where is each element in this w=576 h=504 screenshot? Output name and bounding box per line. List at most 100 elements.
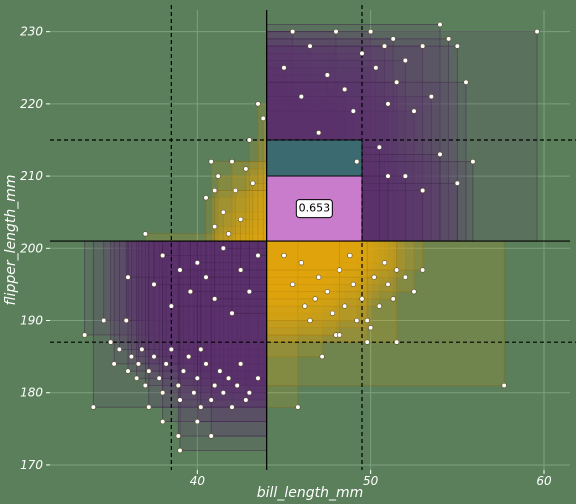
data-point [128, 354, 135, 360]
pair-rect [170, 240, 268, 307]
data-point [146, 404, 152, 410]
data-point [198, 404, 204, 410]
data-point [177, 447, 183, 454]
data-point [212, 382, 218, 389]
data-point [446, 36, 452, 42]
data-point [420, 267, 426, 273]
data-point [373, 65, 379, 71]
data-point [212, 224, 218, 230]
data-point [312, 296, 318, 302]
data-point [255, 252, 261, 259]
data-point [134, 375, 140, 381]
data-point [364, 339, 370, 345]
data-point [402, 274, 408, 280]
pair-rect [136, 240, 268, 379]
data-point [390, 296, 396, 302]
data-point [225, 375, 232, 381]
data-point [428, 94, 434, 100]
y-tick-label: 170 [20, 458, 43, 472]
data-point [381, 43, 388, 49]
data-point [194, 260, 200, 266]
data-point [194, 419, 200, 425]
pair-rect [189, 240, 268, 293]
data-point [324, 72, 330, 78]
pair-rect [118, 240, 268, 350]
data-point [156, 375, 162, 381]
data-point [203, 361, 209, 367]
data-point [220, 209, 226, 215]
data-points [82, 21, 540, 454]
y-tick-label: 220 [20, 97, 43, 111]
data-point [319, 354, 325, 360]
data-point [333, 29, 339, 35]
data-point [116, 346, 122, 353]
center-label-background [295, 199, 333, 219]
y-tick-label: 180 [20, 386, 43, 400]
data-point [229, 404, 235, 410]
data-point [191, 390, 197, 396]
data-point [125, 274, 131, 280]
data-point [376, 144, 382, 150]
y-tick-label: 230 [20, 25, 43, 39]
data-point [290, 281, 296, 288]
data-point [229, 159, 235, 165]
data-point [385, 281, 391, 288]
data-point [347, 252, 353, 259]
data-point [316, 274, 322, 280]
y-axis: 170 180 190 200 210 220 230 [20, 25, 50, 472]
data-point [215, 173, 221, 179]
pair-rect [84, 240, 268, 336]
center-label-box: 0.653 [295, 199, 333, 219]
x-axis-title: bill_length_mm [257, 485, 363, 501]
data-point [368, 29, 374, 35]
data-point [255, 375, 261, 381]
data-point [250, 180, 256, 186]
data-point [203, 274, 209, 280]
pair-rect [266, 240, 320, 278]
pair-rect [177, 240, 268, 437]
pair-rect [158, 240, 268, 379]
pair-rect [210, 240, 268, 437]
data-point [238, 267, 244, 273]
data-point [123, 317, 129, 324]
data-point [307, 317, 313, 324]
pair-rect [205, 240, 268, 365]
data-point [151, 354, 157, 360]
pair-rect [266, 240, 306, 307]
data-point [135, 361, 141, 367]
data-point [420, 43, 426, 49]
data-point [232, 187, 239, 194]
y-tick-label: 200 [20, 241, 43, 255]
data-point [368, 325, 374, 331]
data-point [246, 137, 252, 143]
data-point [454, 180, 460, 186]
data-point [108, 339, 114, 345]
data-point [359, 50, 365, 56]
pair-rect [266, 240, 328, 293]
data-point [376, 303, 382, 309]
reference-lines [50, 5, 576, 470]
data-point [243, 166, 249, 172]
data-point [163, 361, 169, 367]
data-point [381, 260, 388, 266]
data-point [302, 303, 308, 309]
data-point [238, 361, 244, 367]
data-point [255, 101, 261, 107]
data-point [402, 57, 408, 64]
data-point [125, 368, 131, 374]
pair-rect [125, 240, 268, 321]
data-point [160, 252, 166, 259]
data-point [208, 159, 214, 165]
data-point [390, 36, 396, 42]
data-point [420, 187, 426, 194]
data-point [371, 274, 377, 280]
data-point [151, 281, 157, 288]
data-point [238, 216, 244, 223]
data-point [402, 173, 408, 179]
data-point [316, 130, 322, 136]
data-point [168, 303, 174, 309]
data-point [354, 317, 360, 324]
pair-rect [165, 240, 268, 365]
data-point [139, 346, 145, 353]
x-tick-label: 40 [190, 474, 206, 488]
